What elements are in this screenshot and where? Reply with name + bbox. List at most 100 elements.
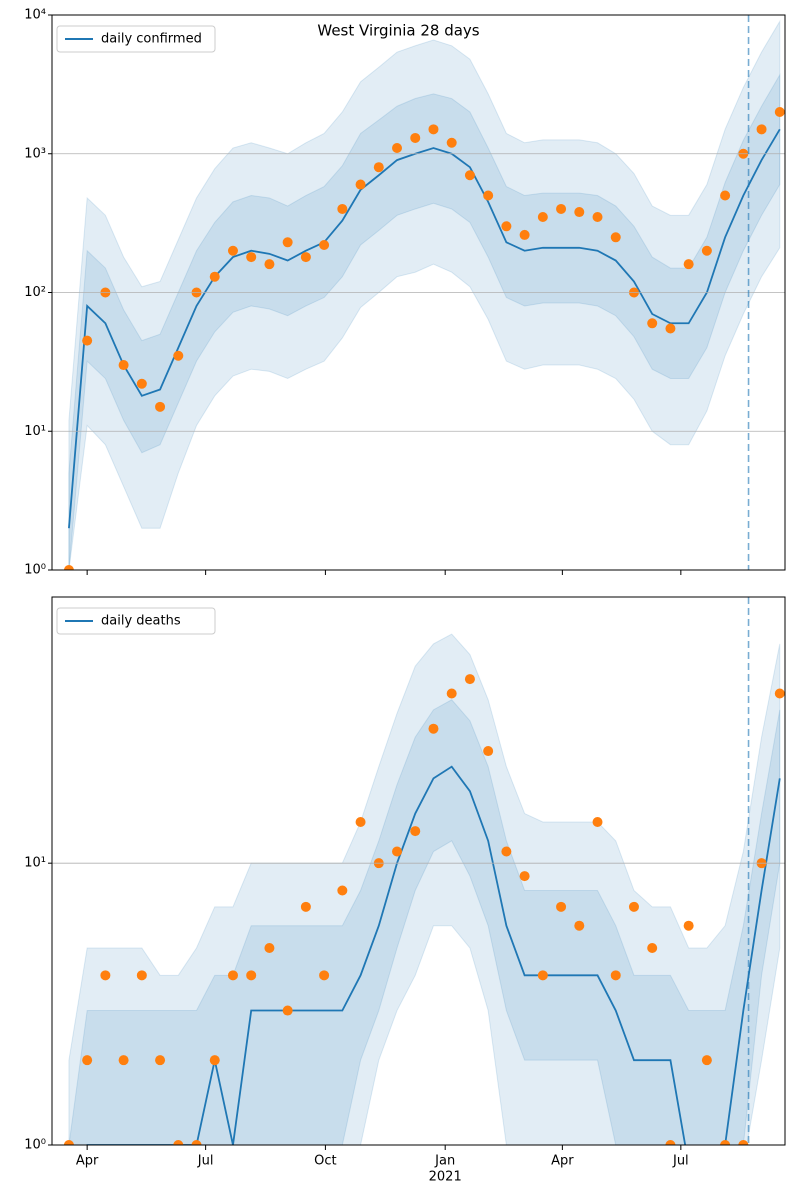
data-point: [100, 970, 111, 981]
data-point: [136, 970, 147, 981]
data-point: [665, 1140, 676, 1145]
data-point: [501, 846, 512, 857]
data-point: [300, 901, 311, 912]
data-point: [537, 212, 548, 223]
data-point: [191, 1140, 202, 1145]
data-point: [173, 1140, 184, 1145]
y-tick-label: 10⁴: [24, 8, 46, 23]
data-point: [246, 970, 257, 981]
uncertainty-band: [68, 73, 781, 570]
data-point: [574, 920, 585, 931]
legend-label: daily confirmed: [101, 32, 202, 47]
y-tick-label: 10⁰: [24, 563, 46, 578]
data-point: [373, 162, 384, 173]
data-point: [264, 943, 275, 954]
data-point: [592, 212, 603, 223]
data-point: [264, 259, 275, 270]
plot-area: [63, 633, 785, 1145]
y-tick-label: 10³: [24, 146, 46, 161]
data-point: [282, 237, 293, 248]
data-point: [63, 1140, 74, 1145]
data-point: [592, 816, 603, 827]
data-point: [392, 143, 403, 154]
data-point: [446, 137, 457, 148]
y-tick-label: 10¹: [24, 424, 46, 439]
chart-title: West Virginia 28 days: [317, 22, 479, 40]
data-point: [665, 323, 676, 334]
data-point: [556, 901, 567, 912]
data-point: [628, 901, 639, 912]
data-point: [774, 688, 785, 699]
axes-frame: [51, 596, 786, 1146]
data-point: [209, 1055, 220, 1066]
data-point: [519, 871, 530, 882]
data-point: [82, 1055, 93, 1066]
data-point: [483, 190, 494, 201]
data-point: [82, 335, 93, 346]
data-point: [610, 232, 621, 243]
legend-box: [56, 607, 216, 635]
uncertainty-band: [68, 19, 781, 570]
data-point: [209, 271, 220, 282]
data-point: [720, 1140, 731, 1145]
data-point: [319, 970, 330, 981]
data-point: [300, 252, 311, 263]
data-point: [647, 318, 658, 329]
data-point: [574, 207, 585, 218]
series-line: [68, 128, 781, 529]
data-point: [756, 124, 767, 135]
data-point: [683, 259, 694, 270]
data-point: [410, 826, 421, 837]
data-point: [246, 252, 257, 263]
data-point: [647, 943, 658, 954]
data-point: [464, 674, 475, 685]
x-tick-label: Jul: [672, 1154, 689, 1169]
series-line: [85, 765, 781, 1145]
x-tick-label: Jan: [434, 1154, 455, 1169]
x-tick-label: Apr: [551, 1154, 574, 1169]
data-point: [483, 746, 494, 757]
data-point: [282, 1005, 293, 1016]
plot-area: [63, 19, 785, 570]
y-tick-label: 10⁰: [24, 1138, 46, 1153]
data-point: [701, 245, 712, 256]
x-tick-label: Oct: [314, 1154, 336, 1169]
data-point: [720, 190, 731, 201]
data-point: [556, 203, 567, 214]
data-point: [227, 245, 238, 256]
data-point: [337, 203, 348, 214]
x-tick-label: Jul: [197, 1154, 214, 1169]
data-point: [63, 565, 74, 570]
data-point: [464, 170, 475, 181]
y-tick-label: 10¹: [24, 856, 46, 871]
data-point: [155, 401, 166, 412]
legend-label: daily deaths: [101, 614, 181, 629]
data-point: [410, 132, 421, 143]
data-point: [428, 124, 439, 135]
data-point: [519, 229, 530, 240]
data-point: [683, 920, 694, 931]
data-point: [118, 360, 129, 371]
data-point: [227, 970, 238, 981]
data-point: [118, 1055, 129, 1066]
data-point: [173, 350, 184, 361]
data-point: [738, 1140, 749, 1145]
data-point: [774, 106, 785, 117]
data-point: [428, 723, 439, 734]
data-point: [392, 846, 403, 857]
data-point: [355, 179, 366, 190]
data-point: [610, 970, 621, 981]
axes-frame: [51, 14, 786, 571]
data-point: [155, 1055, 166, 1066]
data-point: [319, 239, 330, 250]
x-tick-label: Apr: [76, 1154, 99, 1169]
y-tick-label: 10²: [24, 285, 46, 300]
data-point: [501, 221, 512, 232]
data-point: [337, 885, 348, 896]
data-point: [136, 378, 147, 389]
data-point: [446, 688, 457, 699]
data-point: [355, 816, 366, 827]
x-year-label: 2021: [429, 1170, 462, 1185]
